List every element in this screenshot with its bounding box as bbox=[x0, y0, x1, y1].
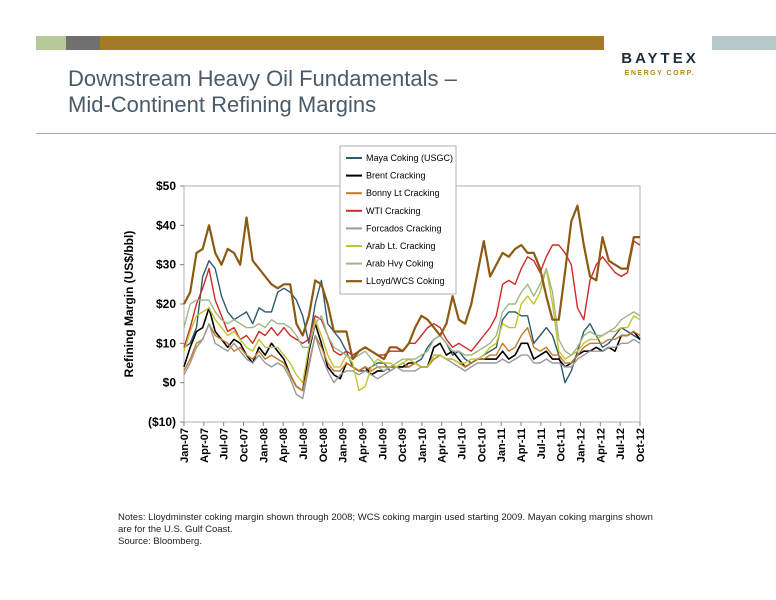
header-bar-gold bbox=[100, 36, 604, 50]
series-line bbox=[183, 267, 641, 372]
x-tick-label: Oct-09 bbox=[397, 428, 409, 462]
logo-name: BAYTEX bbox=[621, 50, 699, 67]
x-tick-label: Jul-08 bbox=[298, 428, 310, 460]
x-tick-label: Oct-10 bbox=[476, 428, 488, 462]
notes-line-1: Notes: Lloydminster coking margin shown … bbox=[118, 512, 653, 523]
series-line bbox=[183, 307, 641, 392]
x-tick-label: Jul-07 bbox=[219, 428, 231, 460]
legend-label: Arab Hvy Coking bbox=[366, 259, 434, 269]
notes-line-2: are for the U.S. Gulf Coast. bbox=[118, 524, 233, 535]
series-line bbox=[183, 323, 641, 400]
x-tick-label: Jan-10 bbox=[417, 428, 429, 463]
y-tick-label: $40 bbox=[156, 218, 176, 232]
x-tick-label: Oct-07 bbox=[238, 428, 250, 462]
title-divider bbox=[36, 133, 776, 134]
legend-box bbox=[339, 145, 457, 295]
legend-label: WTI Cracking bbox=[366, 206, 421, 216]
x-tick-label: Oct-11 bbox=[556, 428, 568, 462]
x-tick-label: Apr-07 bbox=[199, 428, 211, 463]
logo-subtitle: ENERGY CORP. bbox=[624, 70, 696, 77]
x-tick-label: Oct-12 bbox=[635, 428, 647, 462]
x-tick-label: Jan-12 bbox=[576, 428, 588, 463]
y-tick-label: $20 bbox=[156, 297, 176, 311]
x-tick-label: Jul-10 bbox=[457, 428, 469, 460]
x-tick-label: Jan-11 bbox=[496, 428, 508, 462]
x-tick-label: Jan-08 bbox=[258, 428, 270, 463]
x-tick-label: Jul-11 bbox=[536, 428, 548, 459]
x-tick-label: Apr-09 bbox=[357, 428, 369, 463]
y-tick-label: $0 bbox=[163, 376, 177, 390]
x-tick-label: Apr-08 bbox=[278, 428, 290, 463]
y-tick-label: ($10) bbox=[148, 415, 176, 429]
legend-label: Forcados Cracking bbox=[366, 223, 442, 233]
legend-label: Arab Lt. Cracking bbox=[366, 241, 436, 251]
legend-label: Bonny Lt Cracking bbox=[366, 188, 440, 198]
title-line-2: Mid-Continent Refining Margins bbox=[68, 92, 377, 117]
refining-margin-chart: ($10) $0 $10 $20 $30 $40 $50 Refining Margin (U… bbox=[122, 145, 647, 463]
chart-notes: Notes: Lloydminster coking margin shown … bbox=[118, 512, 678, 548]
series-line bbox=[183, 323, 641, 392]
x-tick-label: Jul-09 bbox=[377, 428, 389, 460]
series-line bbox=[183, 267, 641, 392]
legend-label: LLoyd/WCS Coking bbox=[366, 276, 445, 286]
y-tick-label: $30 bbox=[156, 258, 176, 272]
x-tick-label: Jan-09 bbox=[338, 428, 350, 463]
x-tick-label: Apr-12 bbox=[595, 428, 607, 463]
header-bar-green bbox=[36, 36, 66, 50]
y-tick-label: $10 bbox=[156, 336, 176, 350]
header-bar-gray bbox=[66, 36, 100, 50]
y-tick-label: $50 bbox=[156, 179, 176, 193]
x-tick-label: Oct-08 bbox=[318, 428, 330, 462]
company-logo: BAYTEX ENERGY CORP. bbox=[612, 50, 708, 92]
legend-label: Brent Cracking bbox=[366, 171, 426, 181]
x-tick-label: Jul-12 bbox=[615, 428, 627, 460]
notes-line-3: Source: Bloomberg. bbox=[118, 536, 202, 547]
series-line bbox=[183, 204, 640, 361]
legend-label: Maya Coking (USGC) bbox=[366, 153, 453, 163]
header-bar-right bbox=[712, 36, 776, 50]
series-line bbox=[183, 240, 641, 356]
x-tick-label: Jan-07 bbox=[179, 428, 191, 463]
slide-title: Downstream Heavy Oil Fundamentals – Mid-… bbox=[68, 66, 588, 118]
y-axis-label: Refining Margin (US$/bbl) bbox=[122, 231, 136, 378]
title-line-1: Downstream Heavy Oil Fundamentals – bbox=[68, 66, 457, 91]
header-color-bar bbox=[36, 36, 604, 50]
x-tick-label: Apr-10 bbox=[437, 428, 449, 463]
x-tick-label: Apr-11 bbox=[516, 428, 528, 462]
